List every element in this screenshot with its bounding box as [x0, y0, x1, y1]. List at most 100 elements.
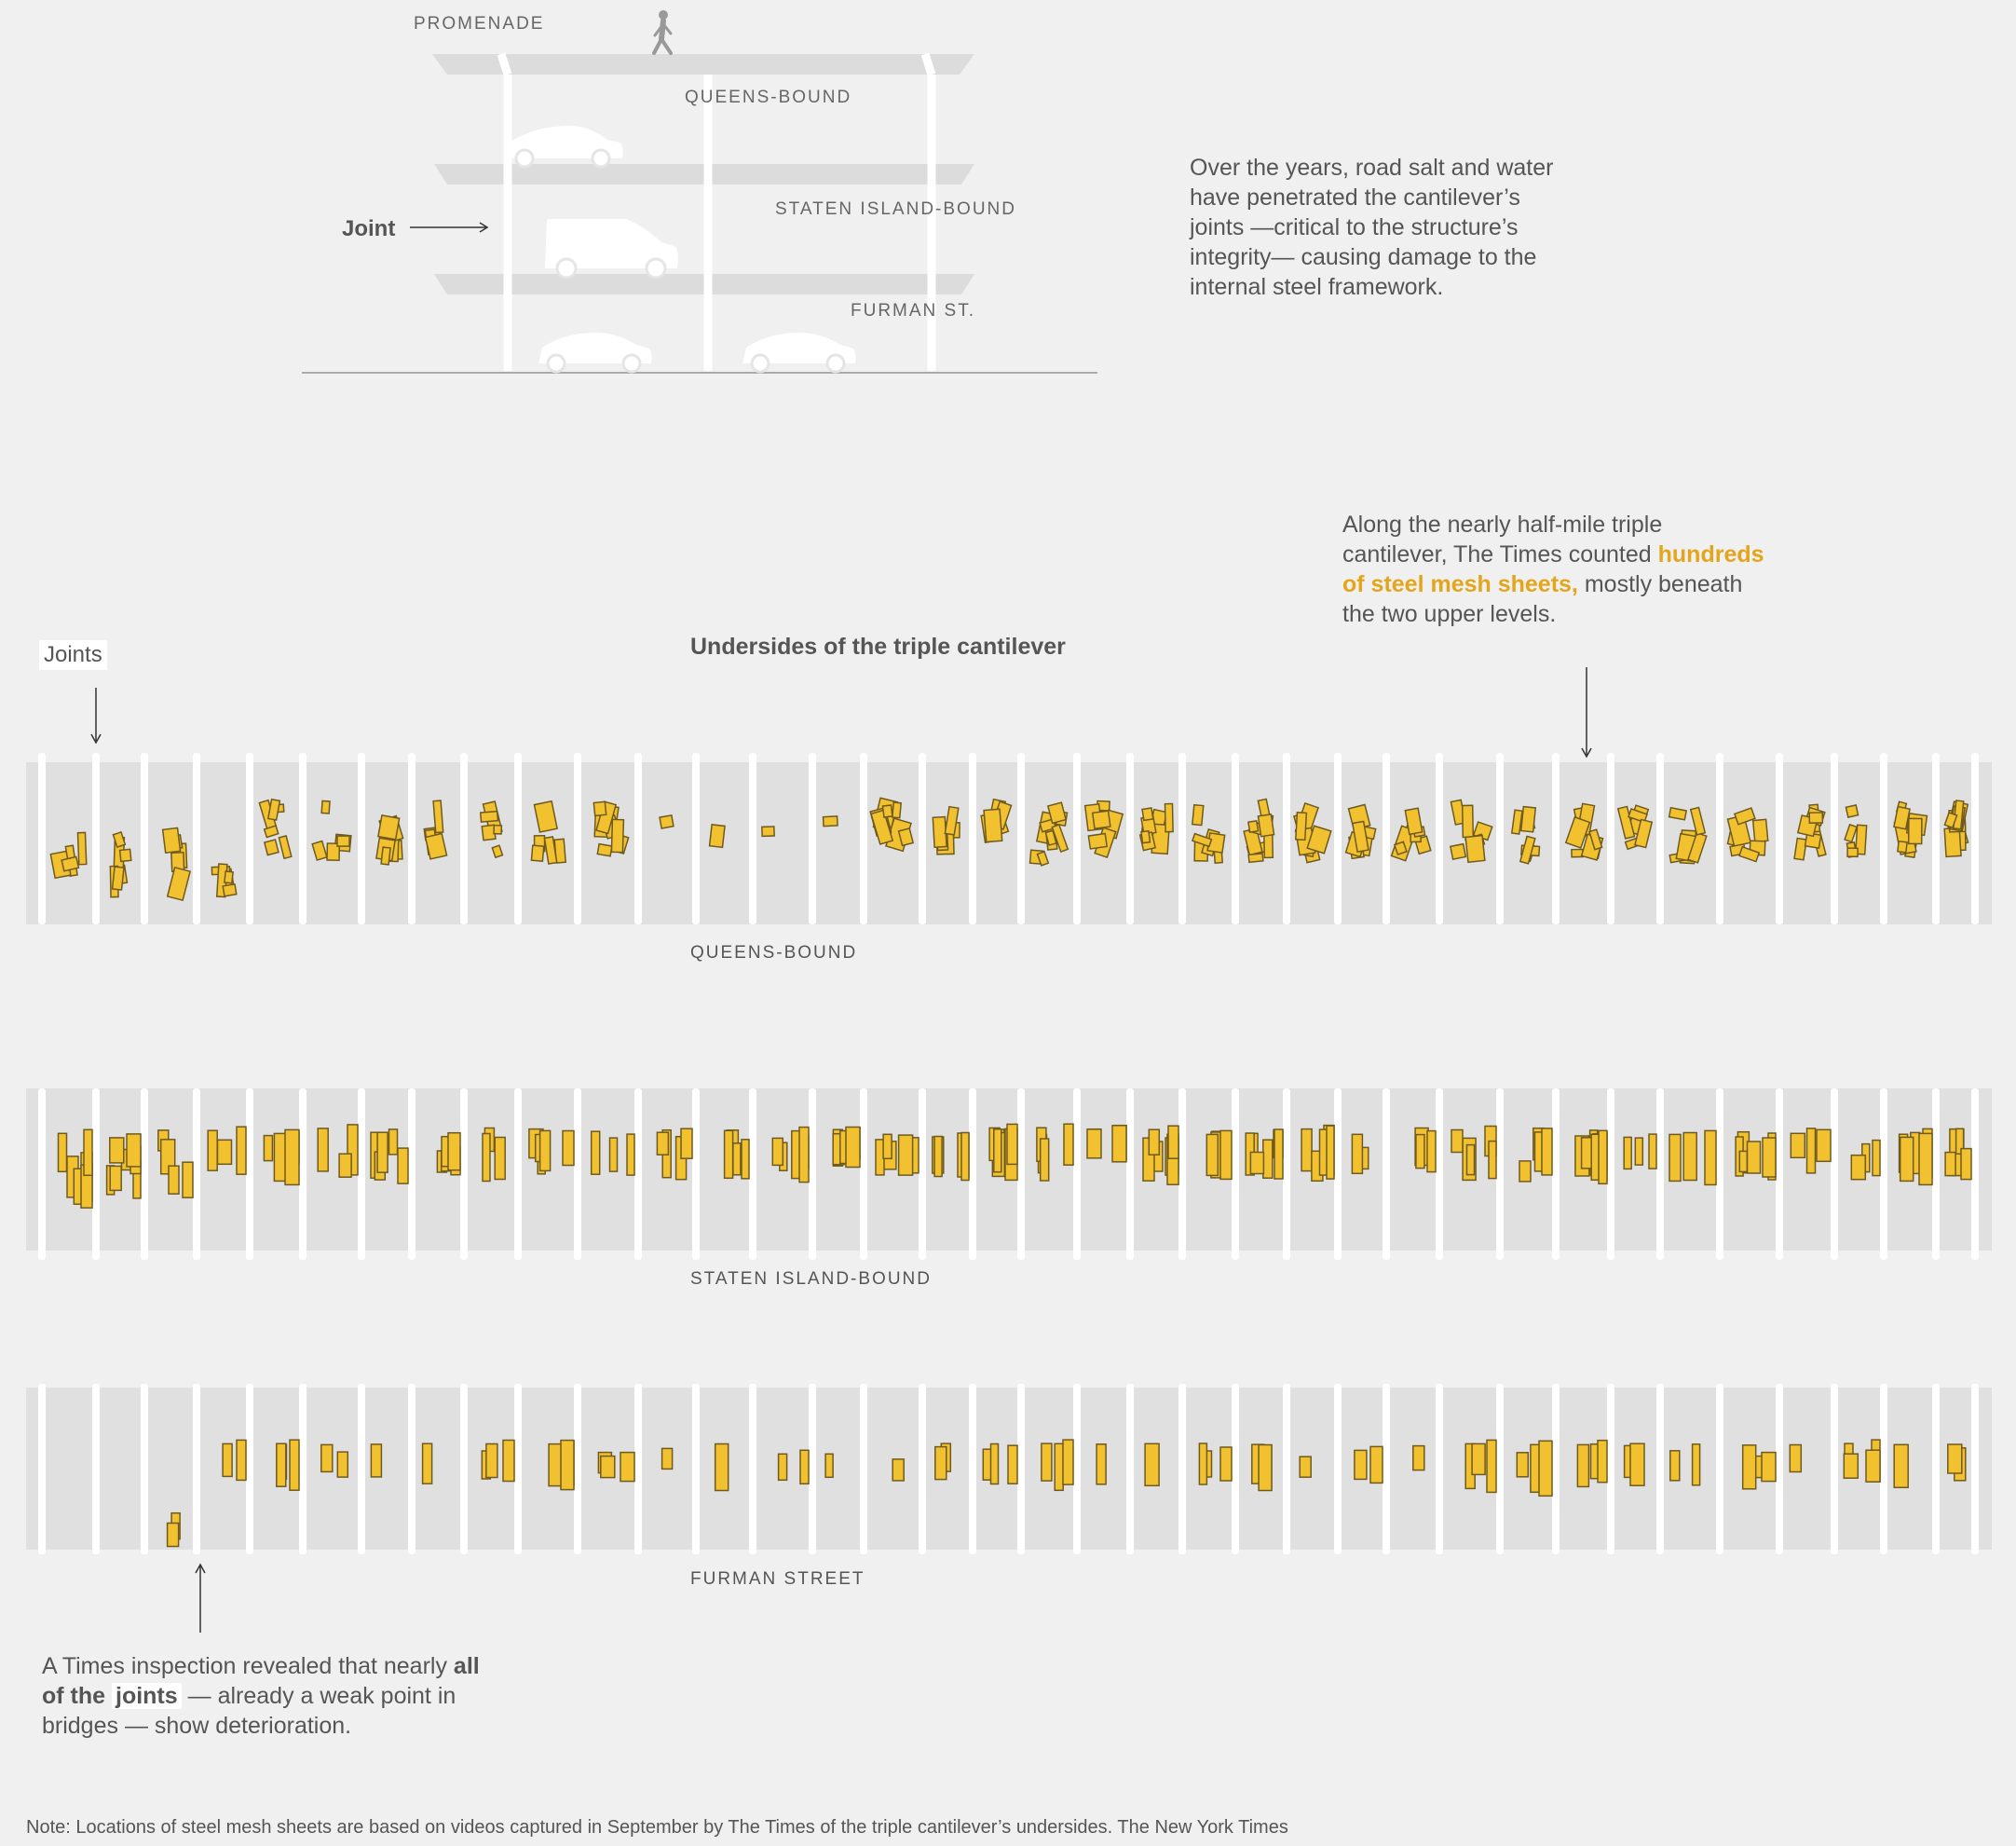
- credit: The New York Times: [1117, 1817, 1288, 1838]
- joint: [1776, 1384, 1783, 1554]
- joint: [92, 1384, 100, 1554]
- mesh-sheet: [1140, 829, 1151, 844]
- mesh-sheet: [1062, 1439, 1074, 1485]
- mesh-sheet: [1846, 841, 1858, 858]
- mesh-sheet: [1251, 1443, 1265, 1484]
- mesh-sheet: [1751, 818, 1769, 843]
- mesh-sheet: [791, 1129, 802, 1180]
- mesh-sheet: [1949, 1128, 1965, 1177]
- mesh-sheet: [1091, 810, 1111, 830]
- mesh-sheet: [421, 1443, 433, 1484]
- mesh-sheet: [386, 840, 403, 861]
- mesh-sheet: [258, 799, 278, 832]
- mesh-sheet: [1843, 1453, 1859, 1479]
- mesh-sheet: [1007, 1444, 1018, 1484]
- joint: [193, 1088, 200, 1260]
- mesh-sheet: [989, 1443, 1000, 1485]
- joint: [1334, 1088, 1342, 1260]
- mesh-sheet: [562, 1129, 575, 1167]
- mesh-sheet: [982, 1448, 994, 1481]
- mesh-sheet: [1907, 817, 1923, 845]
- mesh-sheet: [1576, 802, 1596, 837]
- mesh-sheet: [1687, 831, 1708, 864]
- joints-chip: joints: [112, 1683, 182, 1709]
- mesh-sheet: [1410, 826, 1422, 843]
- cross-section-diagram: [302, 10, 1097, 374]
- mesh-sheet: [935, 822, 949, 852]
- mesh-sheet: [491, 844, 504, 859]
- joint: [1496, 753, 1504, 924]
- mesh-sheet: [424, 828, 439, 856]
- mesh-sheet: [957, 1132, 970, 1178]
- joint: [358, 1088, 365, 1260]
- joint: [919, 1088, 926, 1260]
- joint: [969, 753, 976, 924]
- mesh-sheet: [947, 821, 960, 839]
- mesh-sheet: [1219, 1446, 1233, 1482]
- mesh-sheet: [533, 800, 559, 833]
- mesh-sheet: [236, 1126, 247, 1175]
- mesh-sheet: [563, 1440, 575, 1486]
- mesh-sheet: [481, 824, 497, 841]
- pedestrian-icon: [652, 10, 673, 55]
- joint: [141, 1088, 148, 1260]
- mesh-sheet: [1598, 1129, 1608, 1185]
- mesh-sheet: [1191, 832, 1213, 848]
- mesh-sheet: [397, 1147, 409, 1184]
- mesh-sheet: [537, 1142, 546, 1175]
- joint: [1017, 1088, 1025, 1260]
- mesh-sheet: [494, 1136, 506, 1181]
- mesh-sheet: [935, 828, 955, 855]
- mesh-sheet: [850, 1127, 861, 1160]
- mesh-sheet: [317, 1128, 329, 1172]
- mesh-sheet: [897, 827, 915, 847]
- mesh-sheet: [378, 814, 404, 844]
- joint: [969, 1088, 976, 1260]
- mesh-sheet: [885, 817, 912, 853]
- mesh-sheet: [839, 1129, 855, 1165]
- deck-underside: [26, 1088, 1992, 1251]
- joint: [1552, 1384, 1560, 1554]
- mesh-sheet: [1522, 810, 1536, 831]
- mesh-sheet: [659, 814, 674, 829]
- mesh-sheet: [1201, 828, 1220, 857]
- mesh-sheet: [980, 813, 999, 843]
- mesh-sheet: [1746, 1141, 1762, 1174]
- mesh-sheet: [1953, 800, 1965, 830]
- mesh-sheet: [553, 838, 567, 864]
- mesh-sheet: [1037, 1133, 1048, 1174]
- mesh-sheet: [1590, 1133, 1601, 1182]
- mesh-sheet: [1669, 1133, 1682, 1183]
- mesh-sheet: [1354, 1449, 1368, 1481]
- mesh-sheet: [1804, 832, 1822, 849]
- mesh-sheet: [1193, 836, 1209, 862]
- joint: [1776, 1088, 1783, 1260]
- inspection-arrow: [195, 1563, 206, 1633]
- joint: [460, 1088, 468, 1260]
- joint: [969, 1384, 976, 1554]
- mesh-sheet: [1571, 848, 1584, 858]
- mesh-sheet: [593, 800, 607, 817]
- joint: [460, 1384, 468, 1554]
- mesh-sheet: [109, 1165, 122, 1192]
- mesh-sheet: [1191, 803, 1205, 827]
- mesh-sheet: [882, 1141, 897, 1170]
- mesh-sheet: [534, 1133, 548, 1163]
- joint: [246, 753, 253, 924]
- mesh-sheet: [166, 1522, 180, 1548]
- mesh-sheet: [1893, 818, 1917, 855]
- joint: [1383, 1384, 1390, 1554]
- furman-street-band-label: FURMAN STREET: [690, 1569, 865, 1589]
- mesh-sheet: [1623, 1136, 1632, 1170]
- mesh-sheet: [934, 1445, 947, 1481]
- mesh-sheet: [290, 1130, 300, 1166]
- joint: [1776, 753, 1783, 924]
- mesh-sheet: [991, 1131, 1006, 1178]
- mesh-sheet: [1846, 847, 1859, 858]
- joint: [749, 1088, 756, 1260]
- joint: [92, 1088, 100, 1260]
- joint-label: Joint: [342, 216, 396, 241]
- mesh-sheet: [1086, 1128, 1102, 1159]
- mesh-annotation-text-end: mostly beneath the two upper levels.: [1342, 571, 1743, 627]
- mesh-sheet: [1311, 1150, 1324, 1183]
